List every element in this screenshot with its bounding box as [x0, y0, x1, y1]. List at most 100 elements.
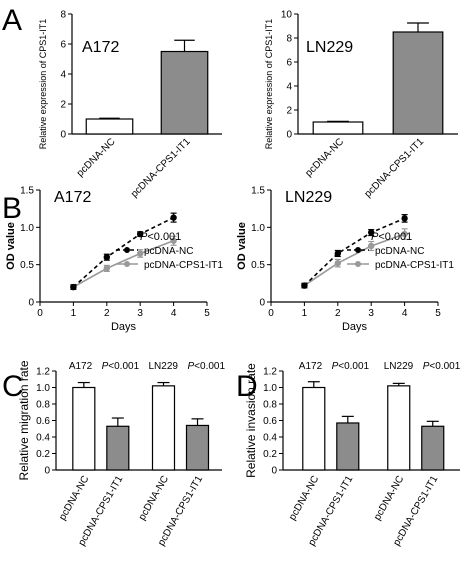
chart-invasion-rate: Relative invasion rate 0 0.2 0.4 0.6 0.8 1.0 1.… — [244, 361, 461, 548]
legend-label: pcDNA-NC — [144, 246, 193, 257]
bar-pcdna-cps1-it1 — [421, 425, 445, 471]
bar-pcdna-nc — [85, 118, 134, 135]
series-line-pcdna-nc — [303, 217, 405, 287]
x-tick-label: 1 — [71, 308, 77, 319]
legend-label: pcDNA-CPS1-IT1 — [144, 260, 223, 271]
y-axis-label: OD value — [5, 222, 17, 270]
y-tick-label: 0 — [271, 466, 277, 477]
data-point-pcdna-cps1-it1 — [103, 265, 111, 272]
x-tick-label: 5 — [435, 308, 441, 319]
data-point-pcdna-nc — [170, 214, 177, 221]
y-tick-label: 1.0 — [251, 223, 265, 234]
y-tick-label: 0 — [44, 466, 50, 477]
legend-marker — [355, 247, 361, 253]
chart-ln229-od-value: OD value 0 0.5 1.0 1.5 0 1 2 3 4 5 Days LN229 P<0.001… — [236, 186, 454, 334]
x-tick-label: 2 — [104, 308, 110, 319]
x-tick-label: 2 — [335, 308, 341, 319]
chart-title: A172 — [82, 39, 119, 56]
y-tick-label: 10 — [281, 10, 293, 21]
legend-label: pcDNA-CPS1-IT1 — [375, 260, 454, 271]
x-tick-label: pcDNA-NC — [372, 474, 406, 522]
y-tick-label: 0.5 — [251, 260, 265, 271]
x-tick-label: 3 — [368, 308, 374, 319]
series-line-pcdna-nc — [72, 216, 174, 288]
data-point-pcdna-nc — [368, 229, 375, 236]
y-tick-label: 0.6 — [36, 416, 50, 427]
y-tick-label: 4 — [60, 70, 66, 81]
data-point-pcdna-cps1-it1 — [368, 242, 375, 250]
x-tick-label: 0 — [268, 308, 274, 319]
y-tick-label: 1.5 — [20, 186, 34, 197]
group-label-ln229: LN229 — [149, 361, 179, 372]
x-tick-label: pcDNA-NC — [287, 474, 321, 522]
p-value-annotation: P<0.001 — [140, 231, 181, 243]
x-tick-label: 0 — [37, 308, 43, 319]
y-tick-label: 0 — [286, 130, 292, 141]
bar-pcdna-cps1-it1 — [160, 50, 209, 135]
y-tick-label: 1.2 — [263, 367, 277, 378]
p-value-annotation: P<0.001 — [371, 231, 412, 243]
y-tick-label: 0.6 — [263, 416, 277, 427]
data-point-pcdna-nc — [334, 250, 341, 257]
chart-migration-rate: Relative migration rate 0 0.2 0.4 0.6 0.8 1.0 1… — [17, 360, 225, 548]
data-point-pcdna-nc — [70, 283, 77, 291]
y-tick-label: 1.0 — [263, 383, 277, 394]
bar-pcdna-cps1-it1 — [185, 424, 210, 471]
y-tick-label: 1.0 — [20, 223, 34, 234]
group-p-value: P<0.001 — [332, 361, 370, 372]
y-tick-label: 0.5 — [20, 260, 34, 271]
chart-a172-expression: Relative expression of CPS1-IT1 0 2 4 6 8 A172… — [38, 10, 222, 200]
y-tick-label: 0.2 — [36, 449, 50, 460]
y-tick-label: 2 — [286, 106, 292, 117]
bar-pcdna-nc — [387, 385, 411, 471]
legend-marker — [124, 247, 130, 253]
data-point-pcdna-nc — [301, 282, 308, 289]
y-tick-label: 0.8 — [263, 400, 277, 411]
y-tick-label: 6 — [286, 58, 292, 69]
data-point-pcdna-cps1-it1 — [334, 259, 341, 267]
data-point-pcdna-cps1-it1 — [137, 250, 144, 257]
series-line-pcdna-cps1-it1 — [303, 233, 405, 287]
x-axis-label: Days — [111, 321, 137, 333]
x-tick-label: 4 — [402, 308, 408, 319]
legend-label: pcDNA-NC — [375, 246, 424, 257]
y-tick-label: 0.4 — [263, 433, 277, 444]
data-point-pcdna-nc — [401, 215, 408, 222]
y-tick-label: 8 — [286, 34, 292, 45]
x-tick-label: pcDNA-NC — [303, 136, 346, 179]
group-label-ln229: LN229 — [384, 361, 414, 372]
y-tick-label: 4 — [286, 82, 292, 93]
y-tick-label: 6 — [60, 40, 66, 51]
chart-a172-od-value: OD value 0 0.5 1.0 1.5 0 1 2 3 4 5 Days A172 P<0.001 p… — [5, 186, 223, 334]
y-tick-label: 1.2 — [36, 367, 50, 378]
y-axis-label: Relative expression of CPS1-IT1 — [38, 19, 48, 150]
data-point-pcdna-cps1-it1 — [401, 230, 408, 238]
y-axis-label: OD value — [236, 222, 248, 270]
y-tick-label: 2 — [60, 100, 66, 111]
y-axis-label: Relative migration rate — [17, 360, 31, 480]
y-tick-label: 0.2 — [263, 449, 277, 460]
x-tick-label: pcDNA-NC — [137, 474, 171, 522]
panel-label-a: A — [2, 4, 22, 37]
x-tick-label: pcDNA-NC — [75, 136, 118, 179]
data-point-pcdna-nc — [137, 230, 144, 238]
group-label-a172: A172 — [69, 361, 93, 372]
x-tick-label: 5 — [204, 308, 210, 319]
group-p-value: P<0.001 — [102, 361, 140, 372]
y-tick-label: 1.0 — [36, 383, 50, 394]
y-tick-label: 8 — [60, 10, 66, 21]
chart-title: A172 — [54, 189, 91, 206]
x-tick-label: 4 — [171, 308, 177, 319]
y-tick-label: 0.8 — [36, 400, 50, 411]
chart-title: LN229 — [306, 39, 353, 56]
y-tick-label: 0 — [60, 130, 66, 141]
bar-pcdna-cps1-it1 — [106, 425, 130, 471]
x-axis-label: Days — [342, 321, 368, 333]
data-point-pcdna-nc — [103, 254, 111, 261]
x-tick-label: 1 — [302, 308, 308, 319]
y-tick-label: 1.5 — [251, 186, 265, 197]
chart-title: LN229 — [285, 189, 332, 206]
bar-pcdna-cps1-it1 — [392, 31, 444, 135]
x-tick-label: pcDNA-CPS1-IT1 — [363, 136, 427, 200]
